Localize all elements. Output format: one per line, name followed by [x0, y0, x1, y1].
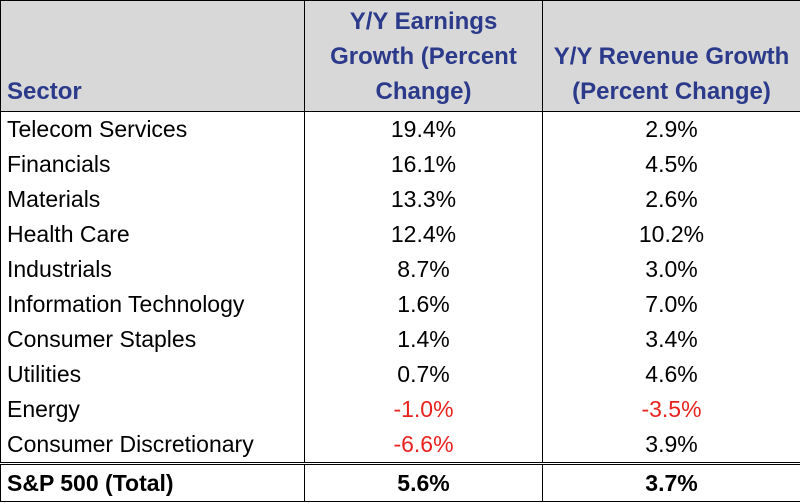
- table-row: Consumer Staples 1.4% 3.4%: [0, 322, 800, 357]
- table-row: Information Technology 1.6% 7.0%: [0, 287, 800, 322]
- header-sector: Sector: [0, 0, 305, 112]
- earnings-growth-cell: 0.7%: [304, 357, 543, 392]
- table-row: Industrials 8.7% 3.0%: [0, 252, 800, 287]
- table-body: Telecom Services 19.4% 2.9% Financials 16.1%…: [0, 111, 800, 502]
- table-row: Materials 13.3% 2.6%: [0, 182, 800, 217]
- table-row: Consumer Discretionary -6.6% 3.9%: [0, 427, 800, 464]
- earnings-growth-cell: 1.4%: [304, 322, 543, 357]
- sector-cell: Consumer Staples: [0, 322, 305, 357]
- revenue-growth-cell: 2.6%: [542, 182, 800, 217]
- sector-cell: Health Care: [0, 217, 305, 252]
- table-header: Sector Y/Y Earnings Growth (Percent Chan…: [0, 0, 800, 112]
- revenue-growth-cell: 7.0%: [542, 287, 800, 322]
- revenue-growth-cell: 4.5%: [542, 147, 800, 182]
- earnings-growth-cell: 8.7%: [304, 252, 543, 287]
- table-row: Financials 16.1% 4.5%: [0, 147, 800, 182]
- earnings-growth-cell: 16.1%: [304, 147, 543, 182]
- sector-cell: Industrials: [0, 252, 305, 287]
- revenue-growth-cell: 2.9%: [542, 111, 800, 147]
- revenue-growth-cell: 4.6%: [542, 357, 800, 392]
- sector-cell: Telecom Services: [0, 111, 305, 147]
- sector-cell: Materials: [0, 182, 305, 217]
- sector-cell: Utilities: [0, 357, 305, 392]
- revenue-growth-cell: 10.2%: [542, 217, 800, 252]
- earnings-growth-cell: 13.3%: [304, 182, 543, 217]
- revenue-growth-cell: 3.0%: [542, 252, 800, 287]
- total-earnings-cell: 5.6%: [304, 462, 543, 502]
- revenue-growth-cell: 3.4%: [542, 322, 800, 357]
- revenue-growth-cell: 3.9%: [542, 427, 800, 464]
- total-sector-cell: S&P 500 (Total): [0, 462, 305, 502]
- table-row: Energy -1.0% -3.5%: [0, 392, 800, 427]
- table-row: Telecom Services 19.4% 2.9%: [0, 111, 800, 147]
- sector-cell: Energy: [0, 392, 305, 427]
- table-row: Health Care 12.4% 10.2%: [0, 217, 800, 252]
- earnings-growth-cell: -6.6%: [304, 427, 543, 464]
- header-earnings-growth: Y/Y Earnings Growth (Percent Change): [304, 0, 543, 112]
- earnings-growth-cell: -1.0%: [304, 392, 543, 427]
- header-revenue-growth: Y/Y Revenue Growth (Percent Change): [542, 0, 800, 112]
- earnings-growth-cell: 12.4%: [304, 217, 543, 252]
- sector-cell: Information Technology: [0, 287, 305, 322]
- earnings-growth-cell: 19.4%: [304, 111, 543, 147]
- sector-cell: Consumer Discretionary: [0, 427, 305, 464]
- table-row: Utilities 0.7% 4.6%: [0, 357, 800, 392]
- earnings-growth-cell: 1.6%: [304, 287, 543, 322]
- sector-cell: Financials: [0, 147, 305, 182]
- total-revenue-cell: 3.7%: [542, 462, 800, 502]
- total-row: S&P 500 (Total) 5.6% 3.7%: [0, 462, 800, 502]
- header-row: Sector Y/Y Earnings Growth (Percent Chan…: [0, 0, 800, 112]
- revenue-growth-cell: -3.5%: [542, 392, 800, 427]
